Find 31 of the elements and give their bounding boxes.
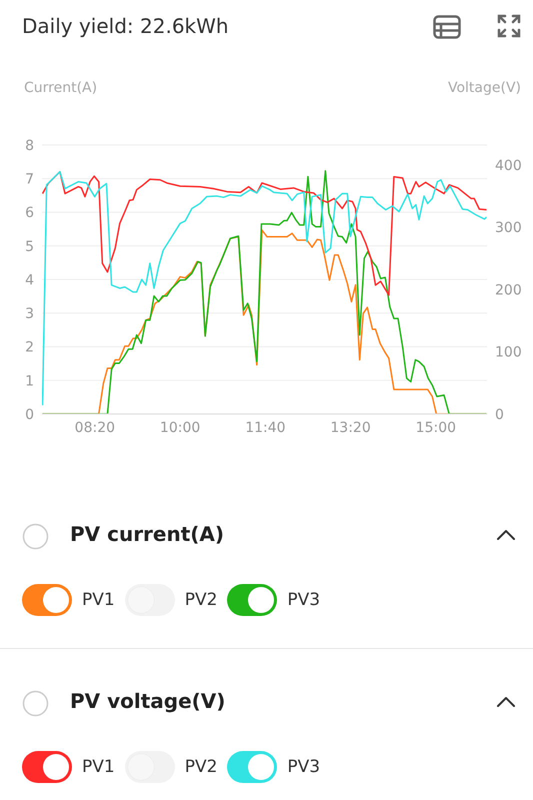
legend-label: PV3 — [287, 757, 320, 777]
chart-title: Daily yield: 22.6kWh — [22, 14, 229, 38]
y-tick-label: 1 — [25, 373, 34, 390]
text: PV voltage(V) — [70, 689, 226, 713]
y2-tick-label: 200 — [495, 282, 522, 298]
x-tick-label: 13:20 — [330, 420, 371, 436]
legend-label: PV1 — [82, 590, 115, 610]
legend-label: PV3 — [287, 590, 320, 610]
legend-label: PV2 — [184, 590, 218, 610]
x-tick-label: 11:40 — [245, 420, 286, 436]
y-axis-title: Current(A) — [24, 80, 98, 96]
y2-tick-label: 100 — [495, 344, 522, 361]
legend-label: PV1 — [82, 757, 115, 777]
y-tick-label: 3 — [25, 306, 34, 322]
y-tick-label: 0 — [25, 406, 34, 423]
y-tick-label: 7 — [25, 172, 34, 188]
text: PV current(A) — [70, 522, 224, 546]
y2-axis-title: Voltage(V) — [448, 80, 521, 96]
legend-label: PV2 — [184, 757, 218, 777]
y2-tick-label: 300 — [495, 220, 522, 236]
y-tick-label: 2 — [25, 340, 34, 356]
y-tick-label: 8 — [25, 138, 34, 154]
x-tick-label: 10:00 — [160, 420, 200, 436]
x-tick-label: 15:00 — [416, 420, 456, 436]
y2-tick-label: 400 — [495, 158, 522, 174]
y-tick-label: 6 — [25, 205, 34, 222]
y-tick-label: 4 — [25, 272, 34, 288]
y-tick-label: 5 — [25, 238, 34, 255]
x-tick-label: 08:20 — [74, 420, 116, 436]
y2-tick-label: 0 — [495, 406, 504, 423]
line-series — [42, 171, 487, 296]
